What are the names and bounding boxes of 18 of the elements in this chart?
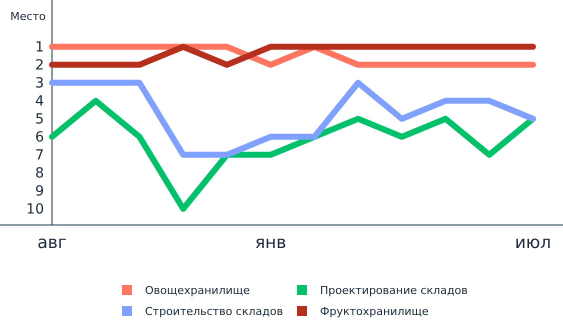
x-tick-label: янв xyxy=(254,233,286,253)
y-tick-label: 6 xyxy=(35,130,44,146)
legend-label: Проектирование складов xyxy=(320,284,468,297)
x-tick-label: июл xyxy=(514,233,552,253)
y-tick-label: 1 xyxy=(35,40,44,56)
legend-label: Овощехранилище xyxy=(145,284,250,297)
y-tick-label: 8 xyxy=(35,166,44,182)
y-tick-label: 7 xyxy=(35,148,44,164)
legend-label: Строительство складов xyxy=(145,304,284,318)
y-tick-label: 10 xyxy=(26,202,44,218)
legend-label: Фруктохранилище xyxy=(320,304,429,318)
y-tick-label: 2 xyxy=(35,58,44,74)
y-tick-label: 5 xyxy=(35,112,44,128)
y-tick-label: 9 xyxy=(35,184,44,200)
y-tick-label: 4 xyxy=(35,94,44,110)
y-tick-label: 3 xyxy=(35,76,44,92)
x-tick-label: авг xyxy=(37,233,67,253)
y-axis-title: Место xyxy=(10,10,46,23)
